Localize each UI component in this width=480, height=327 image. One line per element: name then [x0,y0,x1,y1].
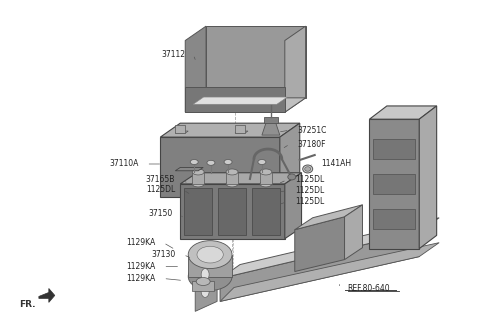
Ellipse shape [305,167,311,171]
Polygon shape [235,131,248,133]
Polygon shape [180,184,285,239]
Polygon shape [295,217,345,271]
Text: 37112: 37112 [161,50,185,59]
Bar [373,174,415,194]
Ellipse shape [258,160,266,164]
Polygon shape [160,123,300,137]
Ellipse shape [207,160,215,165]
Polygon shape [285,26,306,112]
Polygon shape [220,218,439,279]
Polygon shape [206,26,306,98]
Ellipse shape [226,181,238,187]
Polygon shape [188,255,232,277]
Polygon shape [193,97,287,104]
Text: 37150: 37150 [148,209,172,218]
Bar [260,172,272,184]
Ellipse shape [192,169,204,175]
Ellipse shape [224,160,232,164]
Polygon shape [220,232,419,301]
Polygon shape [180,173,301,184]
Ellipse shape [260,181,272,187]
Bar [373,209,415,229]
Polygon shape [195,260,217,311]
Polygon shape [262,123,280,135]
Polygon shape [220,243,439,301]
Polygon shape [280,123,300,197]
Text: 1129KA: 1129KA [126,238,156,247]
Text: 1129KA: 1129KA [126,274,156,283]
Text: 37110A: 37110A [109,160,138,168]
Text: 1125DL: 1125DL [146,185,175,194]
Polygon shape [185,26,206,112]
Text: 37180F: 37180F [298,140,326,148]
Ellipse shape [190,160,198,164]
Ellipse shape [188,241,232,268]
Text: 1129KA: 1129KA [126,262,156,271]
Polygon shape [295,205,362,230]
Text: FR.: FR. [19,300,36,309]
Ellipse shape [260,169,272,175]
Text: 1125DL: 1125DL [295,186,324,196]
Text: 37251C: 37251C [298,126,327,135]
Ellipse shape [188,263,232,290]
Text: 1141AH: 1141AH [322,159,352,167]
Polygon shape [345,205,362,260]
Ellipse shape [201,268,209,281]
Text: REF.80-640: REF.80-640 [348,284,390,293]
Ellipse shape [197,246,223,263]
Polygon shape [175,167,203,171]
Polygon shape [185,87,285,112]
Polygon shape [192,282,214,291]
Text: 1125DL: 1125DL [295,175,324,184]
Polygon shape [252,188,280,235]
Polygon shape [184,188,212,235]
Bar [175,125,185,133]
Bar [226,172,238,184]
Polygon shape [160,137,280,197]
Polygon shape [264,117,278,123]
Text: 37165B: 37165B [146,175,175,184]
Ellipse shape [303,165,312,173]
Text: 1125DL: 1125DL [295,197,324,206]
Bar [373,139,415,159]
Ellipse shape [288,174,296,180]
Polygon shape [370,106,437,119]
Polygon shape [285,173,301,239]
Polygon shape [175,131,188,133]
Ellipse shape [192,181,204,187]
Polygon shape [419,106,437,249]
Bar [235,125,245,133]
Polygon shape [370,119,419,249]
Polygon shape [185,98,306,112]
Ellipse shape [196,278,210,285]
Ellipse shape [226,169,238,175]
Text: 37130: 37130 [151,250,175,259]
Ellipse shape [201,285,209,298]
Polygon shape [39,288,55,302]
Polygon shape [218,188,246,235]
Bar [192,172,204,184]
